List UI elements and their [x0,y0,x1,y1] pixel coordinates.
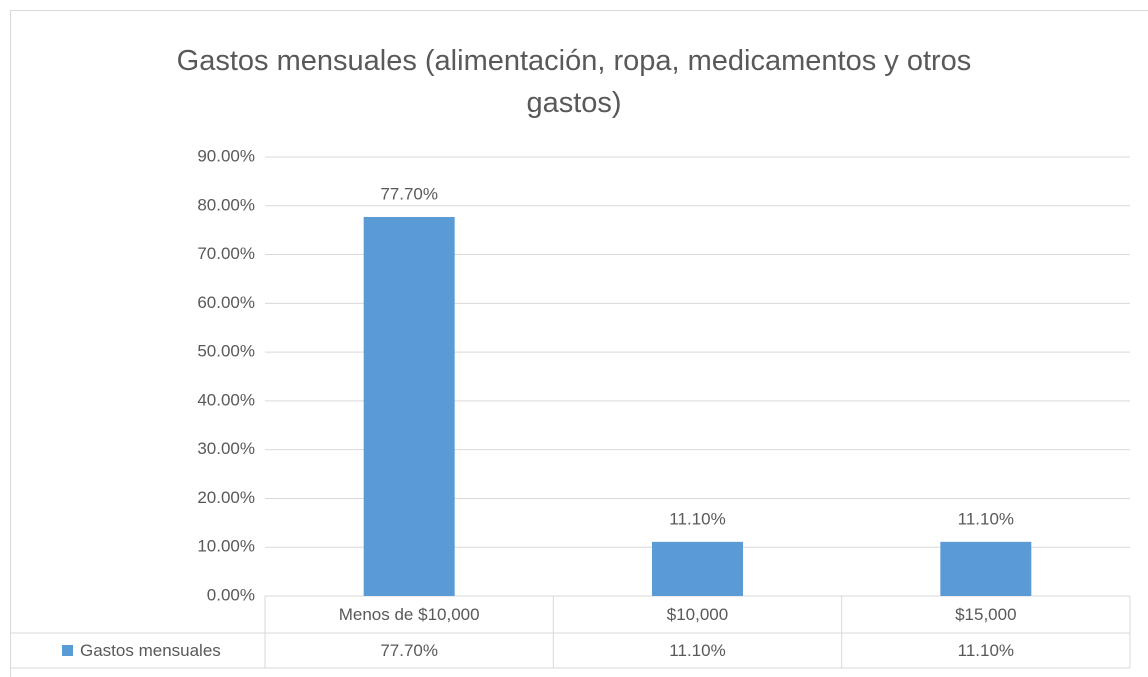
y-tick-label: 50.00% [197,342,255,361]
table-value: 77.70% [380,641,438,660]
x-tick-label: Menos de $10,000 [339,605,480,624]
y-tick-label: 60.00% [197,293,255,312]
y-tick-label: 70.00% [197,244,255,263]
x-tick-label: $10,000 [667,605,728,624]
bar [652,541,743,596]
y-tick-label: 80.00% [197,195,255,214]
y-tick-label: 30.00% [197,439,255,458]
chart-title: Gastos mensuales (alimentación, ropa, me… [176,45,972,119]
x-tick-label: $15,000 [955,605,1016,624]
data-label: 11.10% [669,509,725,528]
bar [363,216,455,596]
y-tick-label: 90.00% [197,146,255,165]
table-value: 11.10% [958,641,1014,660]
y-tick-label: 20.00% [197,488,255,507]
y-tick-label: 0.00% [207,585,255,604]
legend-label: Gastos mensuales [80,641,221,660]
legend-swatch [62,645,73,656]
y-tick-label: 10.00% [197,537,255,556]
chart-frame [10,10,1148,677]
data-label: 11.10% [958,509,1014,528]
y-tick-label: 40.00% [197,390,255,409]
bar [940,541,1032,596]
data-label: 77.70% [380,184,438,203]
table-value: 11.10% [669,641,725,660]
